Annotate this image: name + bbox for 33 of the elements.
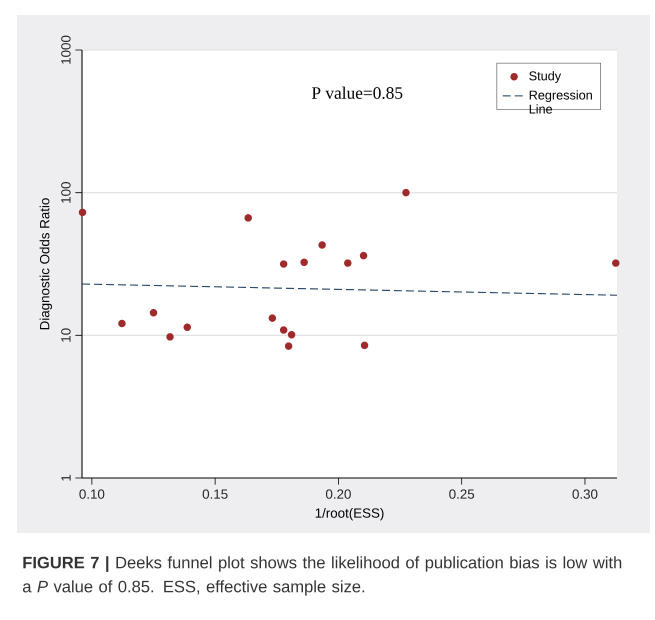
point [284, 342, 292, 350]
y-tick-label: 1000 [61, 36, 71, 64]
y-axis-title: Diagnostic Odds Ratio [40, 198, 52, 330]
x-axis-title: 1/root(ESS) [316, 508, 384, 520]
point [184, 323, 192, 331]
x-tick-label: 0.20 [326, 489, 351, 499]
point [318, 241, 326, 249]
point [612, 259, 620, 267]
point [288, 330, 296, 338]
x-tick-label: 0.15 [202, 489, 228, 499]
point [166, 333, 174, 341]
point [402, 188, 410, 196]
point [344, 259, 352, 267]
x-tick-label: 0.25 [449, 489, 474, 499]
point [280, 326, 288, 334]
legend-label: Regression Line [530, 90, 592, 114]
point [150, 309, 158, 316]
point [280, 260, 288, 268]
y-tick-label: 100 [61, 182, 71, 203]
x-tick-label: 0.30 [572, 489, 598, 499]
point [78, 208, 86, 216]
point [268, 314, 276, 322]
point [244, 214, 252, 222]
y-tick-label: 10 [61, 328, 71, 342]
y-tick-label: 1 [61, 474, 71, 481]
legend-label: Study [529, 71, 562, 83]
text: FIGURE 7 | Deeks funnel plot shows the likelihood of publication bias is low with a P value of 0.85. ESS, effective sample size. [22, 556, 622, 596]
point [360, 252, 368, 260]
point [360, 342, 368, 350]
point [300, 258, 308, 266]
point [118, 320, 126, 328]
annotation: P value=0.85 [312, 86, 402, 99]
x-tick-label: 0.10 [79, 489, 104, 499]
